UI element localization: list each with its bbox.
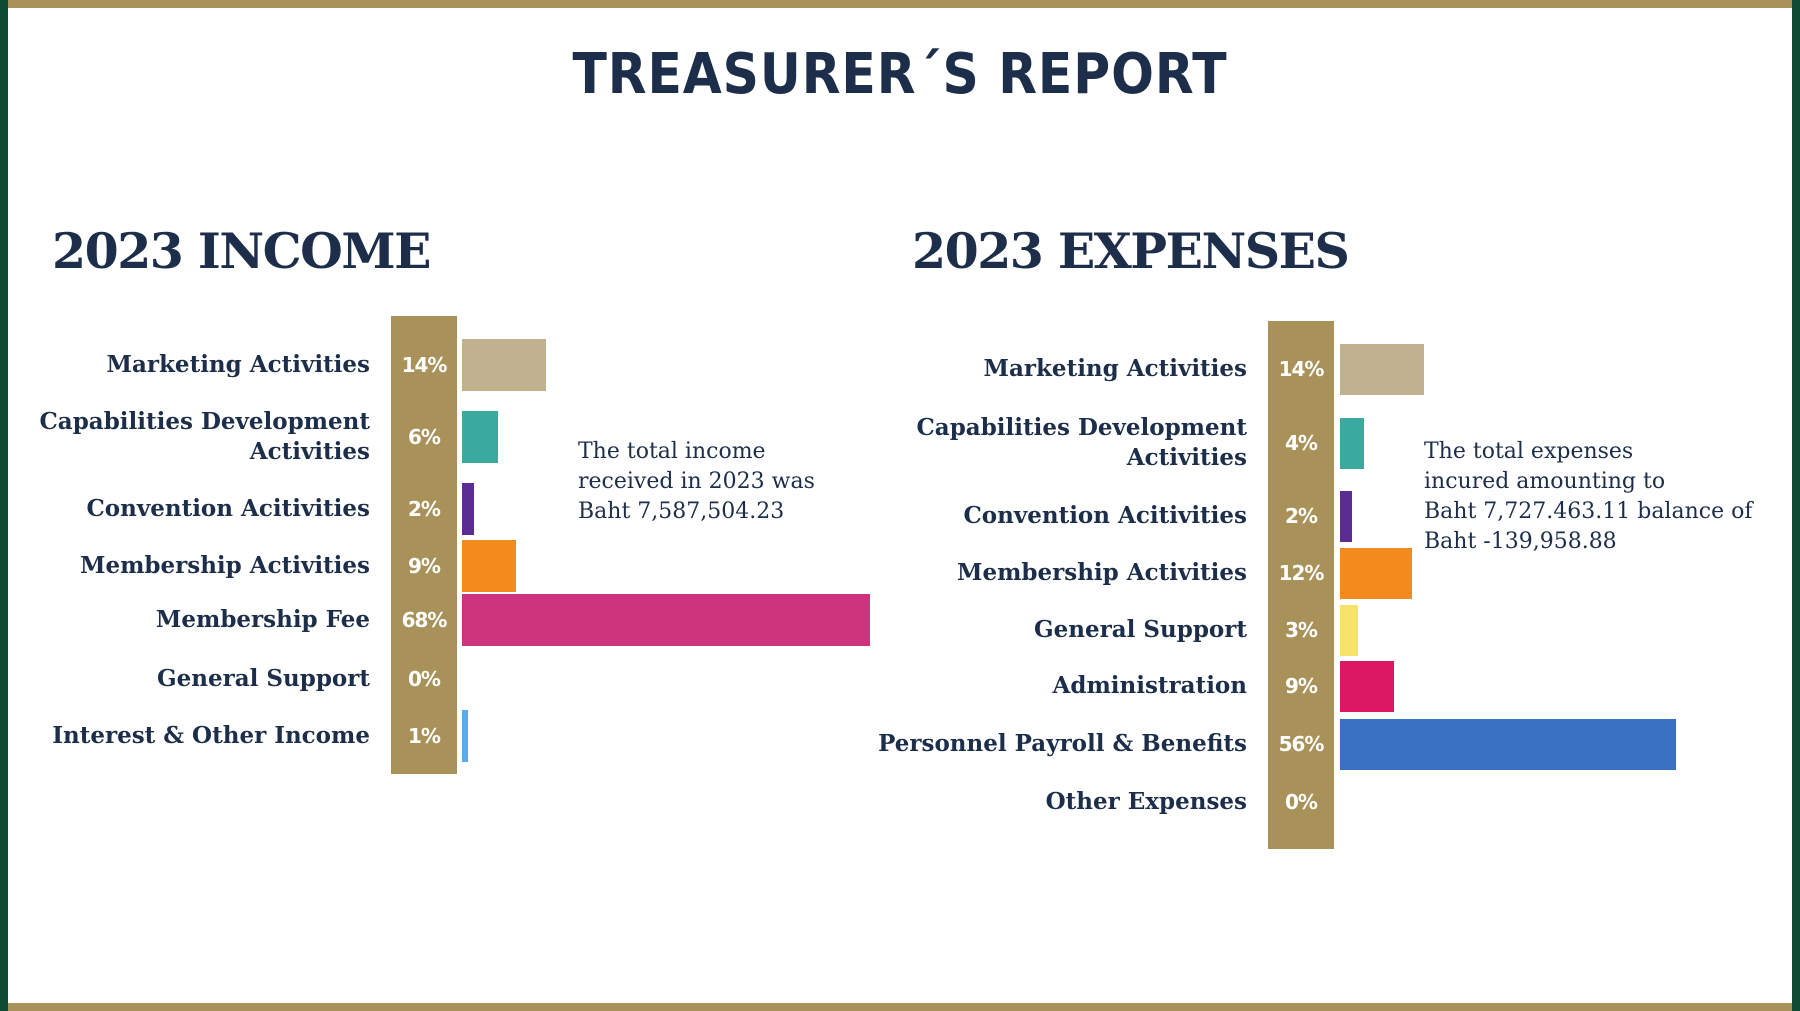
percent-label: 68% <box>401 608 448 632</box>
bar <box>462 483 474 535</box>
percent-label: 0% <box>408 667 441 691</box>
page-title: TREASURER´S REPORT <box>572 42 1228 107</box>
expenses-note-line: incured amounting to <box>1424 469 1666 494</box>
category-label: Membership Activities <box>827 558 1247 588</box>
category-label: Interest & Other Income <box>0 721 370 751</box>
category-label-line: Personnel Payroll & Benefits <box>878 730 1247 757</box>
category-label-line: Convention Acitivities <box>86 495 370 522</box>
category-label-line: Administration <box>1052 672 1247 699</box>
right-border <box>1792 0 1800 1011</box>
top-border <box>0 0 1800 8</box>
category-label-line: Membership Fee <box>155 606 370 633</box>
percent-label: 3% <box>1285 618 1318 642</box>
category-label-line: Capabilities Development <box>39 408 371 435</box>
category-label: General Support <box>0 664 370 694</box>
category-label-line: Activities <box>1126 444 1247 471</box>
category-label: Marketing Activities <box>827 354 1247 384</box>
percent-column <box>1268 321 1334 849</box>
bar <box>1340 547 1412 599</box>
category-label: Convention Acitivities <box>0 494 370 524</box>
percent-label: 12% <box>1278 561 1325 585</box>
expenses-summary-note: The total expenses incured amounting to … <box>1424 437 1752 557</box>
category-label: Capabilities Development Activities <box>827 413 1248 473</box>
bar <box>462 594 870 646</box>
percent-label: 6% <box>408 425 441 449</box>
bottom-border <box>0 1003 1800 1011</box>
bar <box>462 710 468 762</box>
bar <box>1340 718 1676 770</box>
left-border <box>0 0 8 1011</box>
category-label: Membership Fee <box>0 605 370 635</box>
category-label: General Support <box>827 615 1247 645</box>
category-label: Marketing Activities <box>0 350 370 380</box>
bar <box>1340 490 1352 542</box>
percent-label: 9% <box>1285 674 1318 698</box>
category-label-line: General Support <box>157 665 370 692</box>
bar <box>462 339 546 391</box>
percent-label: 1% <box>408 724 441 748</box>
bar <box>1340 660 1394 712</box>
category-label-line: Other Expenses <box>1045 788 1247 815</box>
income-note-line: received in 2023 was <box>578 469 815 494</box>
bar <box>1340 343 1424 395</box>
category-label-line: Marketing Activities <box>106 351 370 378</box>
income-note-line: Baht 7,587,504.23 <box>578 499 785 524</box>
income-note-line: The total income <box>578 439 766 464</box>
category-label-line: General Support <box>1034 616 1247 643</box>
percent-label: 14% <box>1278 357 1325 381</box>
category-label: Capabilities Development Activities <box>0 407 371 467</box>
percent-column <box>391 316 457 774</box>
income-chart-title: 2023 INCOME <box>52 222 431 280</box>
category-label-line: Membership Activities <box>956 559 1247 586</box>
category-label-line: Capabilities Development <box>916 414 1248 441</box>
category-label: Membership Activities <box>0 551 370 581</box>
percent-label: 56% <box>1278 732 1325 756</box>
category-label: Administration <box>827 671 1247 701</box>
percent-label: 0% <box>1285 790 1318 814</box>
expenses-chart-title: 2023 EXPENSES <box>912 222 1350 280</box>
expenses-note-line: The total expenses <box>1424 439 1634 464</box>
category-label-line: Convention Acitivities <box>963 502 1247 529</box>
income-summary-note: The total income received in 2023 was Ba… <box>578 437 815 527</box>
expenses-note-line: Baht -139,958.88 <box>1424 529 1617 554</box>
category-label: Convention Acitivities <box>827 501 1247 531</box>
percent-label: 9% <box>408 554 441 578</box>
bar <box>462 540 516 592</box>
category-label-line: Marketing Activities <box>983 355 1247 382</box>
category-label-line: Membership Activities <box>79 552 370 579</box>
category-label: Other Expenses <box>827 787 1247 817</box>
category-label-line: Interest & Other Income <box>52 722 370 749</box>
percent-label: 14% <box>401 353 448 377</box>
category-label: Personnel Payroll & Benefits <box>827 729 1247 759</box>
percent-label: 2% <box>408 497 441 521</box>
expenses-note-line: Baht 7,727.463.11 balance of <box>1424 499 1753 524</box>
bar <box>1340 604 1358 656</box>
category-label-line: Activities <box>249 438 370 465</box>
bar <box>1340 417 1364 469</box>
percent-label: 4% <box>1285 431 1318 455</box>
bar <box>462 411 498 463</box>
percent-label: 2% <box>1285 504 1318 528</box>
